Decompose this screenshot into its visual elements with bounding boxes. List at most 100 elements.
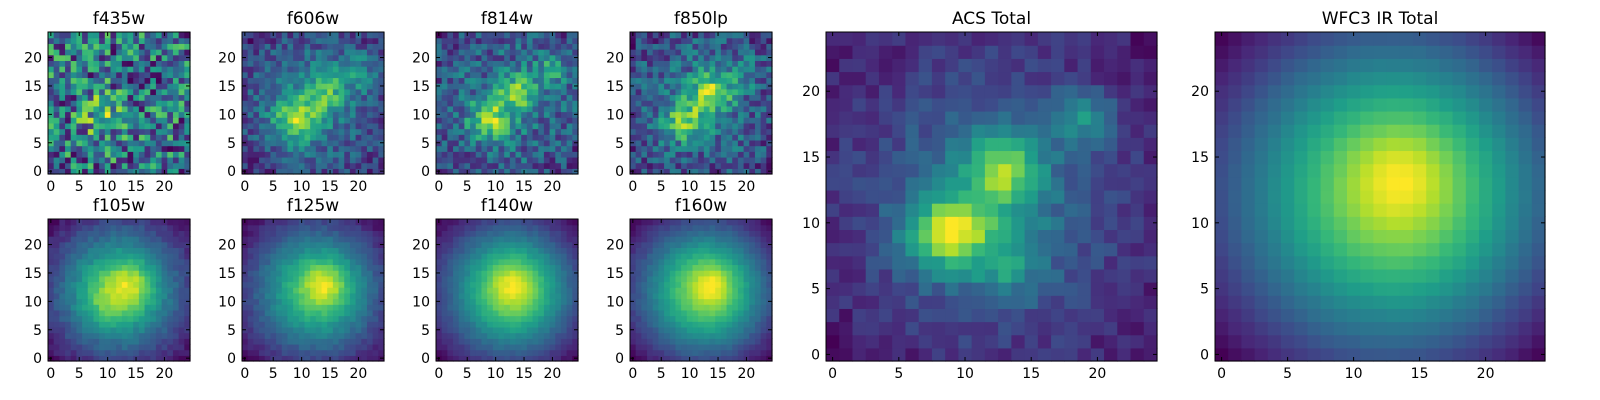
heatmap-cell xyxy=(253,111,260,118)
heatmap-cell xyxy=(116,287,123,294)
heatmap-cell xyxy=(144,298,151,305)
heatmap-cell xyxy=(555,60,562,67)
heatmap-cell xyxy=(715,151,722,158)
heatmap-cell xyxy=(93,247,100,254)
heatmap-cell xyxy=(487,298,494,305)
heatmap-cell xyxy=(76,111,83,118)
heatmap-cell xyxy=(172,321,180,328)
heatmap-cell xyxy=(349,145,357,152)
heatmap-cell xyxy=(754,315,762,322)
heatmap-cell xyxy=(664,94,671,101)
heatmap-cell xyxy=(549,122,556,130)
heatmap-cell xyxy=(87,241,95,248)
heatmap-cell xyxy=(247,37,254,44)
heatmap-cell xyxy=(349,77,357,84)
heatmap-cell xyxy=(127,326,134,334)
heatmap-cell xyxy=(378,145,385,152)
heatmap-cell xyxy=(293,315,300,322)
heatmap-cell xyxy=(361,264,368,271)
heatmap-cell xyxy=(686,139,694,147)
heatmap-cell xyxy=(361,88,368,96)
heatmap-cell xyxy=(470,309,477,317)
heatmap-cell xyxy=(276,236,283,243)
x-tick-label: 15 xyxy=(321,179,339,195)
heatmap-cell xyxy=(538,49,545,56)
heatmap-cell xyxy=(121,128,129,135)
heatmap-cell xyxy=(150,224,157,231)
heatmap-cell xyxy=(732,77,739,84)
heatmap-cell xyxy=(515,60,522,67)
heatmap-cell xyxy=(59,60,66,67)
heatmap-cell xyxy=(70,304,77,311)
heatmap-cell xyxy=(327,326,334,334)
heatmap-cell xyxy=(726,43,733,50)
heatmap-cell xyxy=(475,37,483,44)
heatmap-cell xyxy=(766,94,773,101)
heatmap-cell xyxy=(732,326,739,334)
heatmap-cell xyxy=(53,292,60,300)
heatmap-cell xyxy=(487,292,494,300)
heatmap-cell xyxy=(184,304,191,311)
heatmap-cell xyxy=(521,94,528,101)
heatmap-cell xyxy=(53,83,60,90)
heatmap-cell xyxy=(555,247,562,254)
heatmap-cell xyxy=(167,258,174,266)
heatmap-cell xyxy=(287,264,294,271)
heatmap-cell xyxy=(555,94,562,101)
heatmap-cell xyxy=(150,54,157,61)
heatmap-cell xyxy=(133,105,140,113)
heatmap-cell xyxy=(150,94,157,101)
heatmap-cell xyxy=(538,321,545,328)
heatmap-cell xyxy=(138,162,146,169)
heatmap-cell xyxy=(127,343,134,351)
heatmap-cell xyxy=(293,292,300,300)
heatmap-cell xyxy=(276,145,283,152)
heatmap-cell xyxy=(127,321,134,328)
heatmap-cell xyxy=(361,355,368,362)
heatmap-cell xyxy=(436,122,443,130)
heatmap-cell xyxy=(652,139,659,147)
heatmap-cell xyxy=(532,321,539,328)
heatmap-cell xyxy=(737,298,745,305)
heatmap-cell xyxy=(658,326,665,334)
heatmap-cell xyxy=(652,105,659,113)
heatmap-cell xyxy=(566,49,573,56)
heatmap-cell xyxy=(436,253,443,260)
heatmap-cell xyxy=(378,321,385,328)
heatmap-cell xyxy=(48,287,55,294)
heatmap-cell xyxy=(155,134,163,141)
heatmap-cell xyxy=(487,117,494,124)
heatmap-cell xyxy=(715,275,722,283)
heatmap-cell xyxy=(321,111,328,118)
heatmap-cell xyxy=(338,224,345,231)
heatmap-cell xyxy=(93,111,100,118)
heatmap-cell xyxy=(48,315,55,322)
heatmap-cell xyxy=(669,304,677,311)
heatmap-cell xyxy=(332,71,340,79)
heatmap-cell xyxy=(150,349,157,356)
heatmap-cell xyxy=(754,43,762,50)
heatmap-cell xyxy=(543,122,551,130)
heatmap-cell xyxy=(675,156,682,164)
heatmap-cell xyxy=(560,287,568,294)
heatmap-cell xyxy=(172,88,180,96)
heatmap-cell xyxy=(720,105,728,113)
y-tick-label: 0 xyxy=(421,164,430,180)
heatmap-cell xyxy=(681,49,688,56)
heatmap-cell xyxy=(133,315,140,322)
heatmap-cell xyxy=(732,71,739,79)
heatmap-cell xyxy=(749,105,756,113)
axes-frame xyxy=(435,218,579,362)
heatmap-cell xyxy=(127,100,134,107)
heatmap-cell xyxy=(647,117,654,124)
heatmap-cell xyxy=(242,43,249,50)
heatmap-cell xyxy=(355,145,362,152)
heatmap-cell xyxy=(475,275,483,283)
heatmap-cell xyxy=(726,281,733,288)
heatmap-cell xyxy=(526,321,534,328)
heatmap-cell xyxy=(344,281,351,288)
heatmap-cell xyxy=(338,151,345,158)
heatmap-cell xyxy=(304,355,311,362)
heatmap-cell xyxy=(270,49,277,56)
y-tick-label: 20 xyxy=(218,51,236,67)
